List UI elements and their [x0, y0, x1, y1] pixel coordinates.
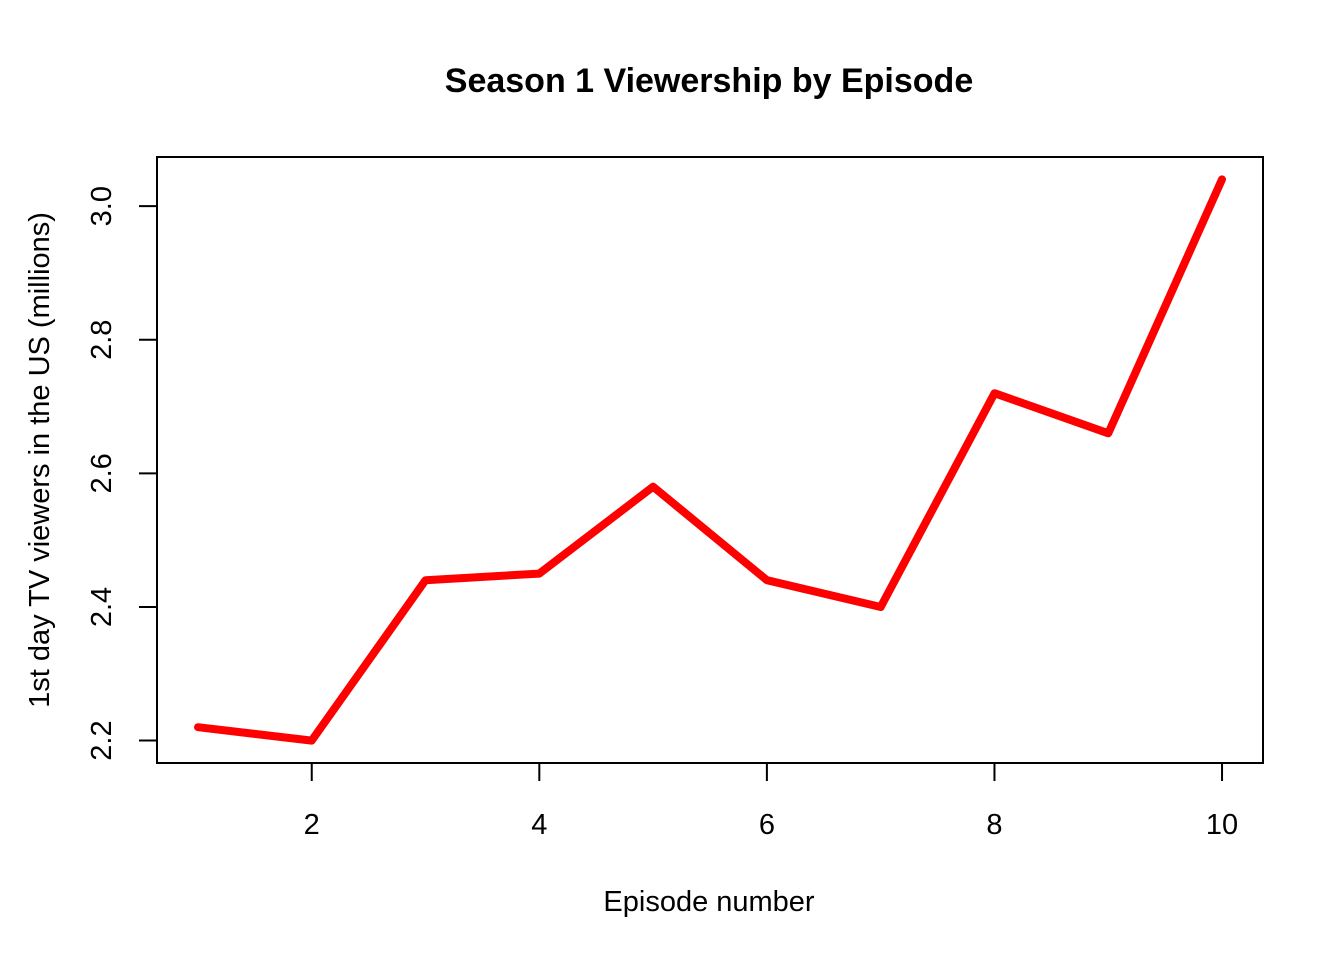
- x-tick-label: 6: [759, 809, 775, 841]
- plot-area-frame: [156, 156, 1264, 764]
- y-axis-label: 1st day TV viewers in the US (millions): [24, 212, 56, 708]
- x-axis: 2 4 6 8 10: [304, 763, 1238, 841]
- y-axis: 2.2 2.4 2.6 2.8 3.0: [86, 186, 157, 761]
- y-tick-label: 2.4: [86, 587, 118, 627]
- x-tick-label: 8: [986, 809, 1002, 841]
- y-tick-label: 2.2: [86, 720, 118, 760]
- y-tick-label: 2.8: [86, 320, 118, 360]
- chart-title: Season 1 Viewership by Episode: [445, 62, 973, 100]
- series-group: [194, 175, 1226, 745]
- series-line: [194, 175, 1226, 745]
- x-tick-label: 4: [531, 809, 547, 841]
- y-tick-label: 3.0: [86, 186, 118, 226]
- x-tick-label: 10: [1206, 809, 1238, 841]
- x-tick-label: 2: [304, 809, 320, 841]
- x-axis-label: Episode number: [603, 886, 815, 918]
- y-tick-label: 2.6: [86, 453, 118, 493]
